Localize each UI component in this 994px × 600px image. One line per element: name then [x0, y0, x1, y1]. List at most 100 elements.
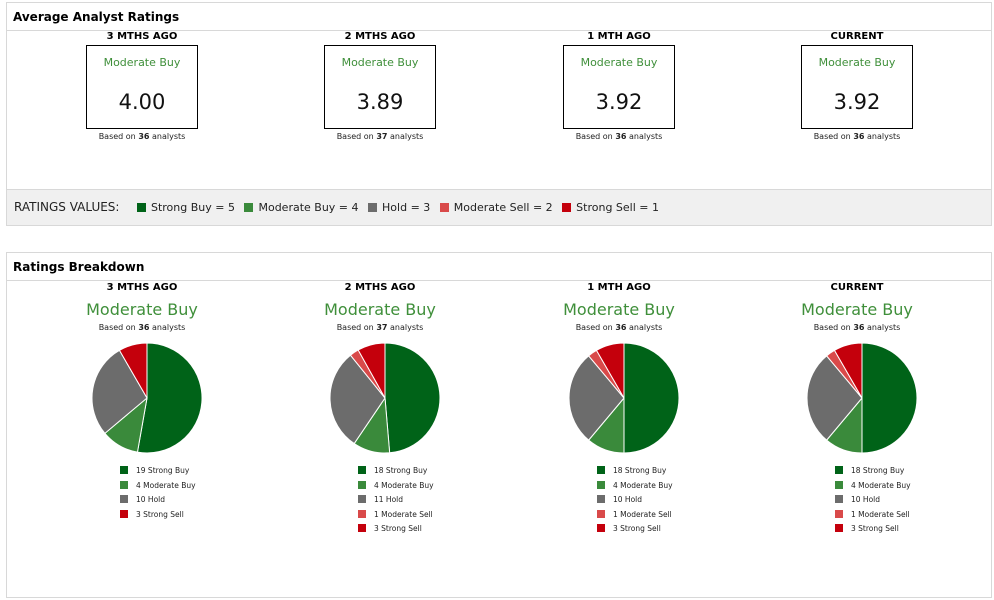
pie-chart-container [499, 342, 739, 454]
pie-legend-item: 4 Moderate Buy [835, 479, 977, 494]
based-on-text: Based on 36 analysts [98, 132, 186, 141]
legend-label: 10 Hold [851, 495, 881, 504]
pie-slice-strong-buy [623, 342, 680, 454]
pie-legend-item: 1 Moderate Sell [597, 508, 739, 523]
pie-slice-strong-buy [384, 342, 441, 454]
pie-chart [568, 342, 680, 454]
pie-legend-item: 10 Hold [835, 493, 977, 508]
pie-chart [91, 342, 203, 454]
period-title: 1 MTH AGO [587, 282, 651, 293]
legend-label: 4 Moderate Buy [136, 480, 196, 490]
pie-legend-item: 1 Moderate Sell [835, 508, 977, 523]
legend-swatch [835, 466, 843, 474]
rating-box: Moderate Buy 3.92 [563, 45, 675, 129]
legend-label: 1 Moderate Sell [374, 509, 433, 519]
legend-swatch [120, 495, 128, 503]
rating-label: Moderate Buy [818, 56, 896, 69]
pie-legend-item: 10 Hold [120, 493, 262, 508]
strong-sell-swatch [562, 203, 572, 212]
breakdown-column-1-month-ago: 1 MTH AGO Moderate Buy Based on 36 analy… [499, 281, 739, 537]
rating-value: 3.89 [356, 90, 404, 114]
analyst-count: 36 [138, 323, 150, 332]
legend-label: 10 Hold [136, 495, 166, 504]
legend-swatch [358, 480, 366, 489]
pie-slice-strong-sell [833, 342, 863, 400]
legend-swatch [358, 524, 366, 532]
legend-swatch [597, 524, 605, 532]
pie-legend-item: 18 Strong Buy [835, 464, 977, 479]
legend-label: 10 Hold [613, 495, 643, 504]
rating-label: Moderate Buy [103, 56, 181, 69]
pie-legend-item: 3 Strong Sell [358, 522, 500, 537]
rating-value: 3.92 [833, 90, 881, 114]
rating-label: Moderate Buy [580, 56, 658, 69]
pie-legend: 18 Strong Buy 4 Moderate Buy 10 Hold 1 Mode… [835, 464, 977, 537]
average-ratings-panel: Average Analyst Ratings 3 MTHS AGO Moder… [6, 2, 992, 226]
legend-swatch [835, 509, 843, 518]
pie-chart-container [260, 342, 500, 454]
legend-swatch [120, 480, 128, 489]
legend-label: 18 Strong Buy [851, 466, 905, 475]
legend-swatch [597, 466, 605, 474]
rating-label: Moderate Buy [341, 56, 419, 69]
based-on-text: Based on 36 analysts [813, 132, 901, 141]
legend-label: 3 Strong Sell [613, 524, 661, 533]
pie-legend-item: 3 Strong Sell [835, 522, 977, 537]
legend-label: 3 Strong Sell [851, 524, 899, 533]
based-on-text: Based on 37 analysts [336, 323, 424, 332]
pie-legend: 18 Strong Buy 4 Moderate Buy 11 Hold 1 Mode… [358, 464, 500, 537]
analyst-count: 36 [853, 132, 865, 141]
based-on-text: Based on 36 analysts [98, 323, 186, 332]
period-title: 2 MTHS AGO [344, 31, 416, 42]
moderate-sell-swatch [439, 203, 449, 212]
breakdown-column-3-months-ago: 3 MTHS AGO Moderate Buy Based on 36 anal… [22, 281, 262, 522]
legend-label: 1 Moderate Sell [851, 509, 910, 519]
avg-column-2-months-ago: 2 MTHS AGO Moderate Buy 3.89 Based on 37… [270, 30, 490, 141]
pie-legend-item: 3 Strong Sell [597, 522, 739, 537]
legend-hold: Hold = 3 [368, 201, 430, 214]
rating-box: Moderate Buy 3.92 [801, 45, 913, 129]
period-title: 1 MTH AGO [587, 31, 651, 42]
based-on-text: Based on 36 analysts [813, 323, 901, 332]
analyst-count: 36 [615, 323, 627, 332]
avg-column-current: CURRENT Moderate Buy 3.92 Based on 36 an… [747, 30, 967, 141]
legend-label: 18 Strong Buy [374, 466, 428, 475]
pie-legend-item: 4 Moderate Buy [597, 479, 739, 494]
avg-column-1-month-ago: 1 MTH AGO Moderate Buy 3.92 Based on 36 … [509, 30, 729, 141]
pie-legend-item: 18 Strong Buy [597, 464, 739, 479]
legend-swatch [358, 495, 366, 503]
rating-value: 4.00 [118, 90, 166, 114]
ratings-values-legend: RATINGS VALUES: Strong Buy = 5 Moderate … [7, 189, 991, 225]
breakdown-column-current: CURRENT Moderate Buy Based on 36 analyst… [737, 281, 977, 537]
pie-legend-item: 4 Moderate Buy [120, 479, 262, 494]
consensus-rating: Moderate Buy [801, 300, 913, 319]
pie-slice-strong-buy [861, 342, 918, 454]
pie-legend-item: 4 Moderate Buy [358, 479, 500, 494]
pie-slice-strong-buy [136, 342, 203, 454]
legend-swatch [835, 495, 843, 503]
pie-slice-strong-sell [595, 342, 625, 400]
based-on-text: Based on 36 analysts [575, 323, 663, 332]
pie-chart [806, 342, 918, 454]
pie-legend: 19 Strong Buy 4 Moderate Buy 10 Hold 3 Stro… [120, 464, 262, 522]
consensus-rating: Moderate Buy [86, 300, 198, 319]
period-title: CURRENT [830, 31, 884, 42]
based-on-text: Based on 37 analysts [336, 132, 424, 141]
legend-swatch [835, 524, 843, 532]
pie-chart-container [737, 342, 977, 454]
pie-legend-item: 1 Moderate Sell [358, 508, 500, 523]
pie-chart-container [22, 342, 262, 454]
ratings-breakdown-title: Ratings Breakdown [7, 253, 991, 281]
legend-label: 4 Moderate Buy [374, 480, 434, 490]
hold-swatch [368, 203, 378, 212]
period-title: 3 MTHS AGO [106, 282, 178, 293]
pie-slice-strong-sell [357, 342, 386, 400]
pie-legend-item: 3 Strong Sell [120, 508, 262, 523]
analyst-count: 36 [138, 132, 150, 141]
pie-legend-item: 10 Hold [597, 493, 739, 508]
legend-swatch [835, 480, 843, 489]
legend-strong-buy: Strong Buy = 5 [136, 201, 235, 214]
legend-moderate-buy: Moderate Buy = 4 [244, 201, 359, 214]
rating-box: Moderate Buy 3.89 [324, 45, 436, 129]
legend-label: 4 Moderate Buy [613, 480, 673, 490]
